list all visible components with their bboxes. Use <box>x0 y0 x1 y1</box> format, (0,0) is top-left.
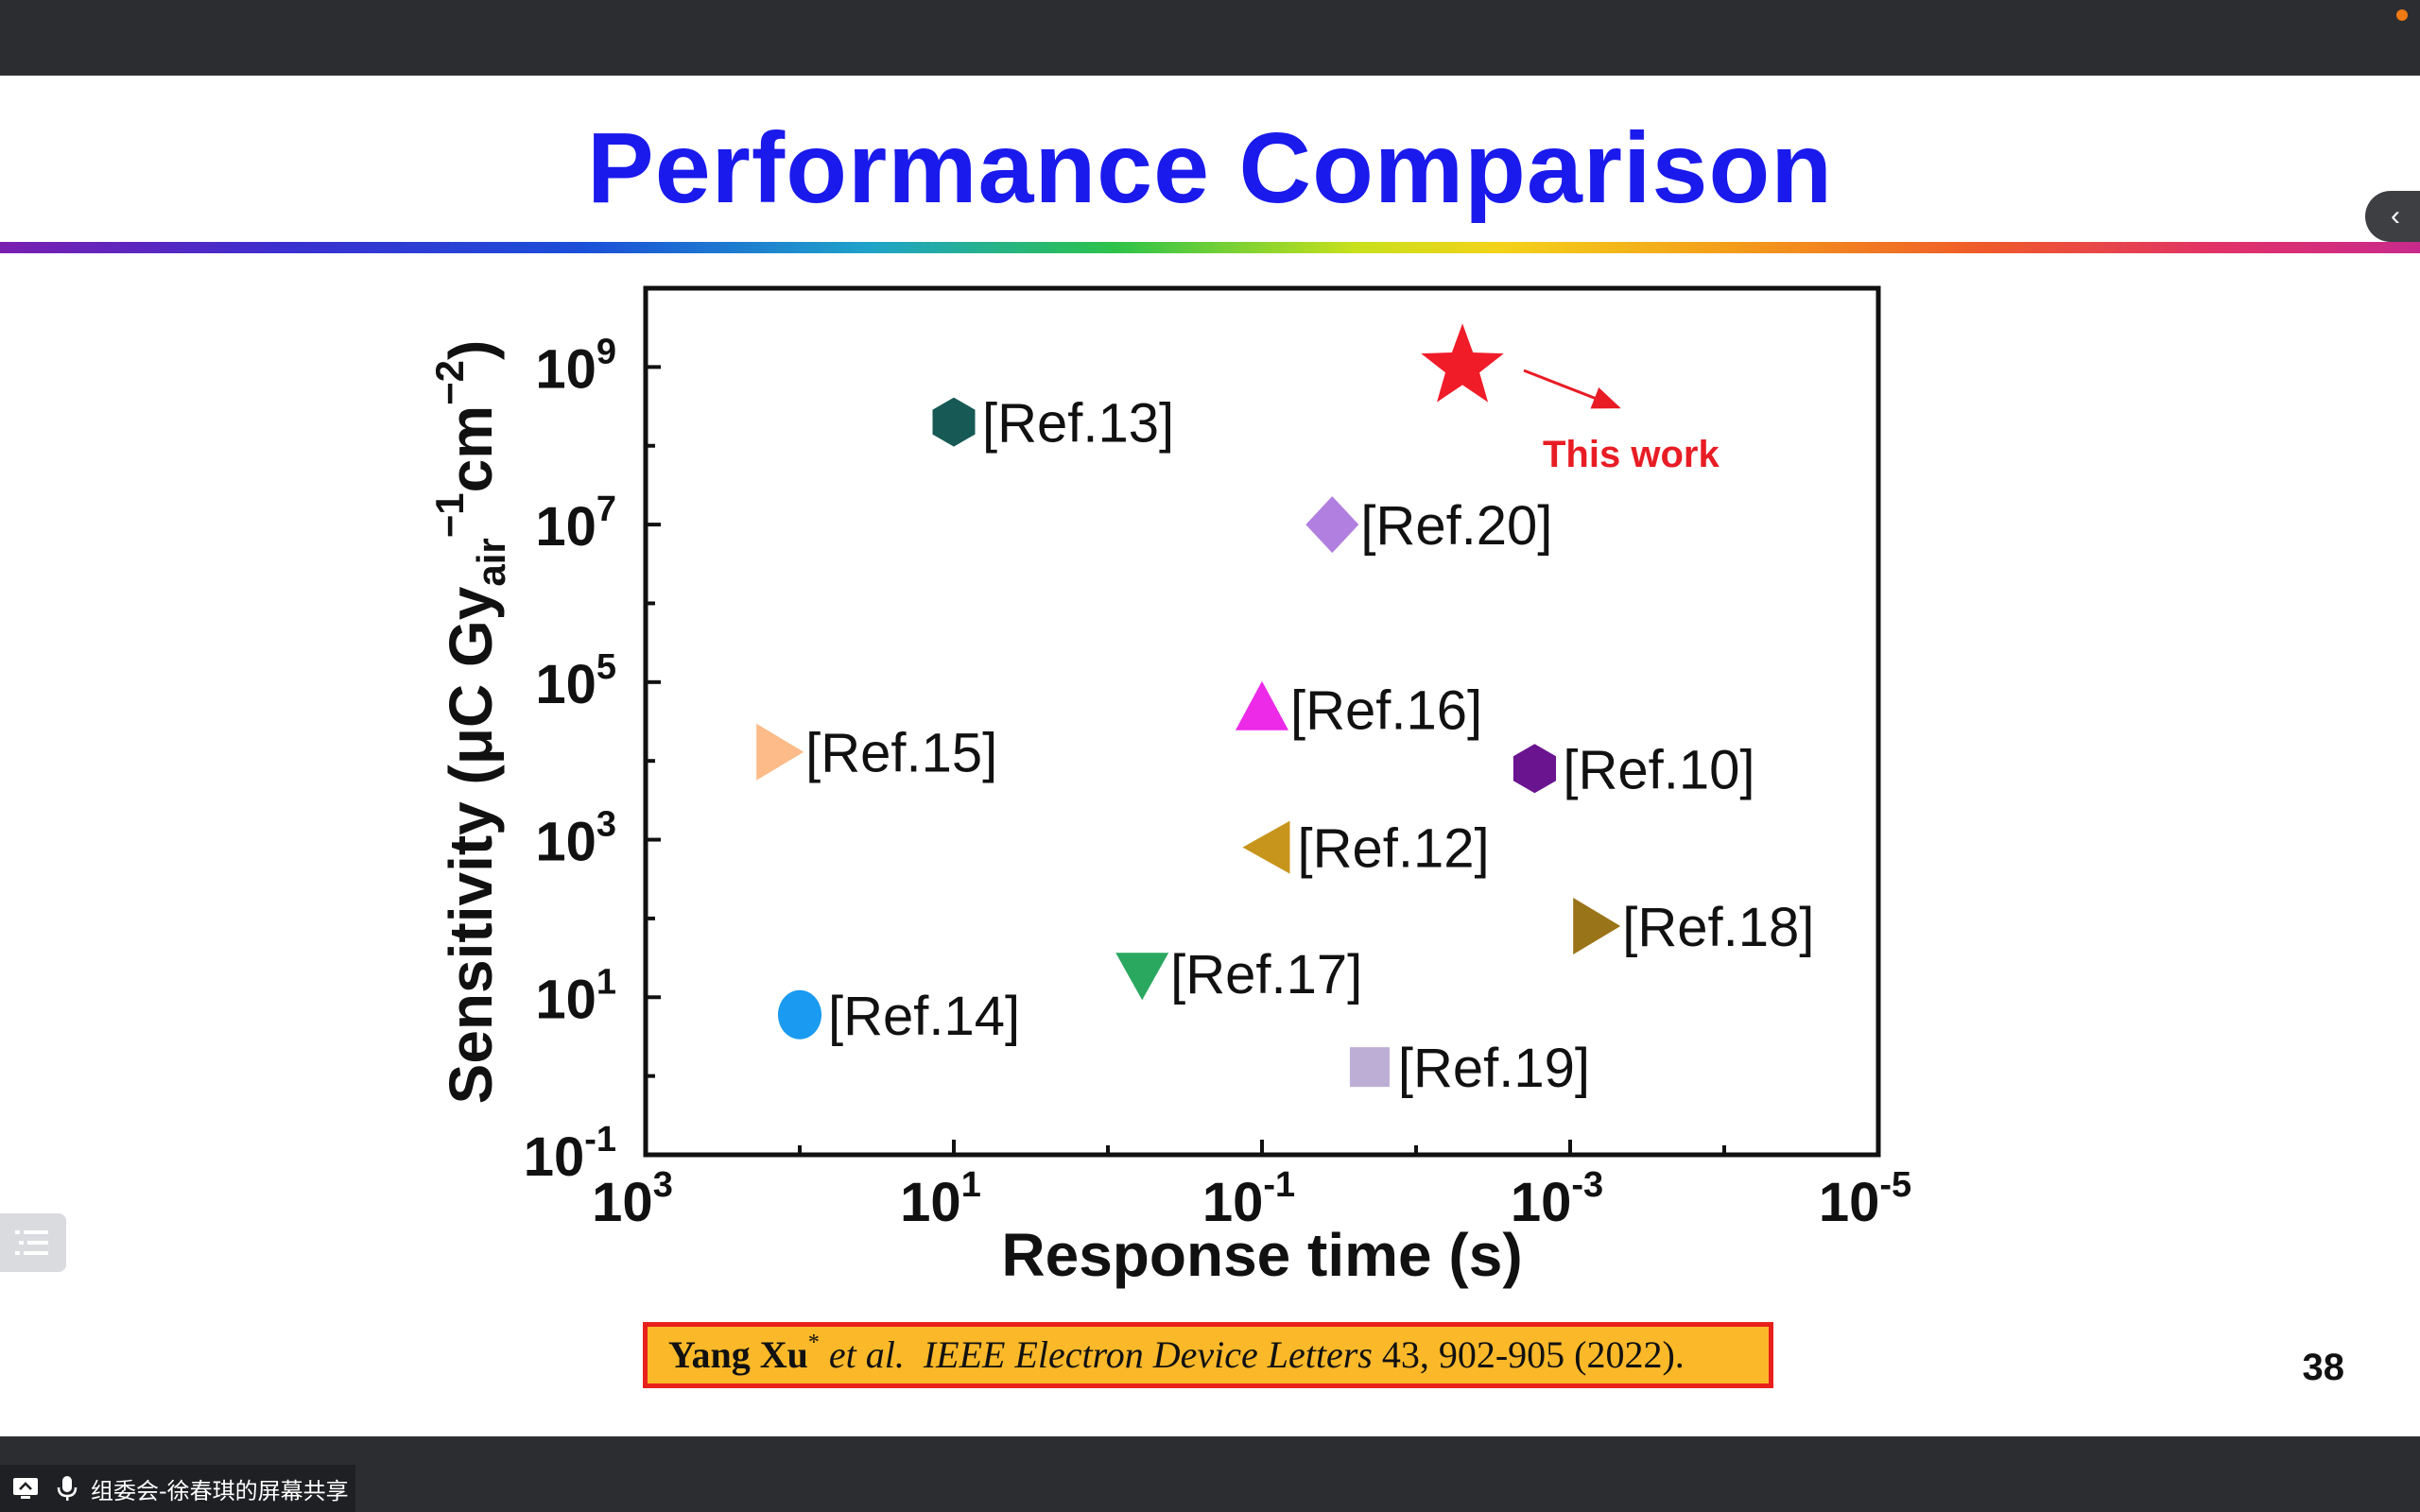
data-point: [Ref.13] <box>932 393 1174 455</box>
bottom-bar: 组委会-徐春琪的屏幕共享 <box>0 1436 2420 1512</box>
outline-list-button[interactable] <box>0 1213 66 1272</box>
recording-indicator-icon <box>2396 9 2408 21</box>
data-point: [Ref.16] <box>1236 680 1482 742</box>
slide-title: Performance Comparison <box>587 112 1833 224</box>
x-tick-label: 10-1 <box>1202 1165 1295 1233</box>
citation-journal: IEEE Electron Device Letters <box>923 1333 1373 1376</box>
circle-marker <box>778 989 821 1040</box>
hexagon-marker <box>1512 744 1556 794</box>
data-point-label: [Ref.16] <box>1290 680 1482 742</box>
annotation-arrow <box>1523 369 1621 409</box>
data-points: [Ref.13] [Ref.20] [Ref.16] [Ref.15] [Ref.10]… <box>756 323 1814 1099</box>
x-axis-label: Response time (s) <box>1001 1221 1522 1289</box>
triangle-right-marker <box>1573 898 1621 954</box>
data-point: [Ref.19] <box>1349 1038 1590 1099</box>
annotation-label: This work <box>1543 434 1720 475</box>
data-point: [Ref.14] <box>778 986 1020 1047</box>
citation-author-mark: * <box>807 1331 820 1355</box>
citation-box: Yang Xu* et al. IEEE Electron Device Let… <box>643 1322 1773 1388</box>
screen-share-indicator[interactable]: 组委会-徐春琪的屏幕共享 <box>0 1465 355 1512</box>
data-point-label: [Ref.17] <box>1170 944 1362 1005</box>
triangle-right-marker <box>756 723 804 781</box>
data-point: [Ref.20] <box>1305 495 1552 557</box>
y-axis-label: Sensitivity (μC Gyair−1cm−2) <box>427 340 513 1105</box>
data-point: [Ref.10] <box>1512 739 1755 800</box>
data-point <box>1421 323 1504 403</box>
y-tick-label: 109 <box>535 332 616 400</box>
rainbow-divider <box>0 242 2420 253</box>
collapse-panel-button[interactable]: ‹ <box>2365 191 2420 242</box>
x-tick-label: 10-5 <box>1819 1165 1911 1233</box>
x-tick-labels: 103 101 10-1 10-3 10-5 <box>592 1165 1911 1233</box>
slide: Performance Comparison ‹ 103 101 10-1 10-3 1… <box>0 76 2420 1436</box>
citation-details: 43, 902-905 (2022). <box>1381 1333 1685 1376</box>
citation-etal: et al. <box>828 1333 905 1376</box>
data-point: [Ref.18] <box>1573 897 1814 958</box>
y-tick-label: 103 <box>535 805 616 873</box>
list-icon <box>15 1230 48 1255</box>
page-number: 38 <box>2302 1347 2345 1388</box>
screen-share-label: 组委会-徐春琪的屏幕共享 <box>91 1477 349 1504</box>
triangle-up-marker <box>1236 680 1288 730</box>
data-point-label: [Ref.15] <box>805 723 997 784</box>
data-point-label: [Ref.18] <box>1622 897 1814 958</box>
hexagon-marker <box>932 397 976 447</box>
data-point-label: [Ref.12] <box>1297 818 1489 880</box>
y-tick-labels: 10-1 101 103 105 107 109 <box>524 332 616 1188</box>
data-point-label: [Ref.19] <box>1398 1038 1590 1099</box>
triangle-down-marker <box>1115 953 1169 1001</box>
square-marker <box>1349 1047 1390 1088</box>
x-tick-label: 103 <box>592 1165 673 1233</box>
data-point: [Ref.12] <box>1242 818 1490 880</box>
star-marker <box>1421 323 1504 403</box>
y-tick-label: 101 <box>535 962 616 1030</box>
microphone-icon <box>57 1476 78 1501</box>
y-tick-label: 105 <box>535 647 616 715</box>
x-tick-label: 101 <box>900 1165 981 1233</box>
y-tick-label: 10-1 <box>524 1120 616 1188</box>
top-bar <box>0 0 2420 76</box>
triangle-left-marker <box>1242 820 1290 874</box>
data-point-label: [Ref.20] <box>1360 495 1552 557</box>
data-point: [Ref.15] <box>756 723 997 784</box>
data-point-label: [Ref.13] <box>982 393 1174 455</box>
data-point-label: [Ref.14] <box>828 986 1020 1047</box>
axis-ticks <box>644 286 1880 1157</box>
screen-share-icon <box>13 1478 38 1499</box>
data-point: [Ref.17] <box>1115 944 1362 1005</box>
diamond-marker <box>1305 496 1359 554</box>
scatter-chart: 103 101 10-1 10-3 10-5 10-1 101 103 105 107 109 R… <box>427 285 1911 1289</box>
citation-author: Yang Xu <box>668 1333 808 1376</box>
data-point-label: [Ref.10] <box>1563 739 1754 800</box>
y-tick-label: 107 <box>535 490 616 558</box>
x-tick-label: 10-3 <box>1511 1165 1603 1233</box>
